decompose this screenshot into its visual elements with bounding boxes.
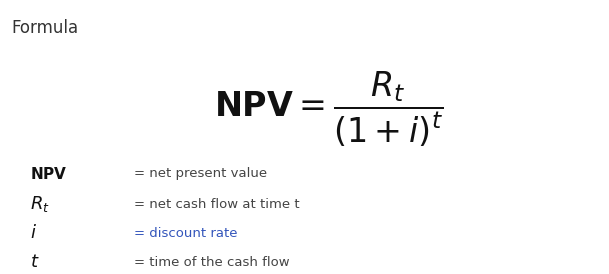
Text: = net present value: = net present value [134, 167, 267, 181]
Text: $i$: $i$ [30, 224, 37, 242]
Text: = time of the cash flow: = time of the cash flow [134, 256, 290, 269]
Text: $\mathbf{NPV} = \dfrac{R_t}{(1+i)^t}$: $\mathbf{NPV} = \dfrac{R_t}{(1+i)^t}$ [214, 70, 443, 149]
Text: $R_t$: $R_t$ [30, 194, 51, 214]
Text: Formula: Formula [11, 19, 78, 37]
Text: $t$: $t$ [30, 253, 40, 272]
Text: $\mathbf{NPV}$: $\mathbf{NPV}$ [30, 166, 68, 182]
Text: = discount rate: = discount rate [134, 227, 238, 240]
Text: = net cash flow at time t: = net cash flow at time t [134, 198, 300, 211]
